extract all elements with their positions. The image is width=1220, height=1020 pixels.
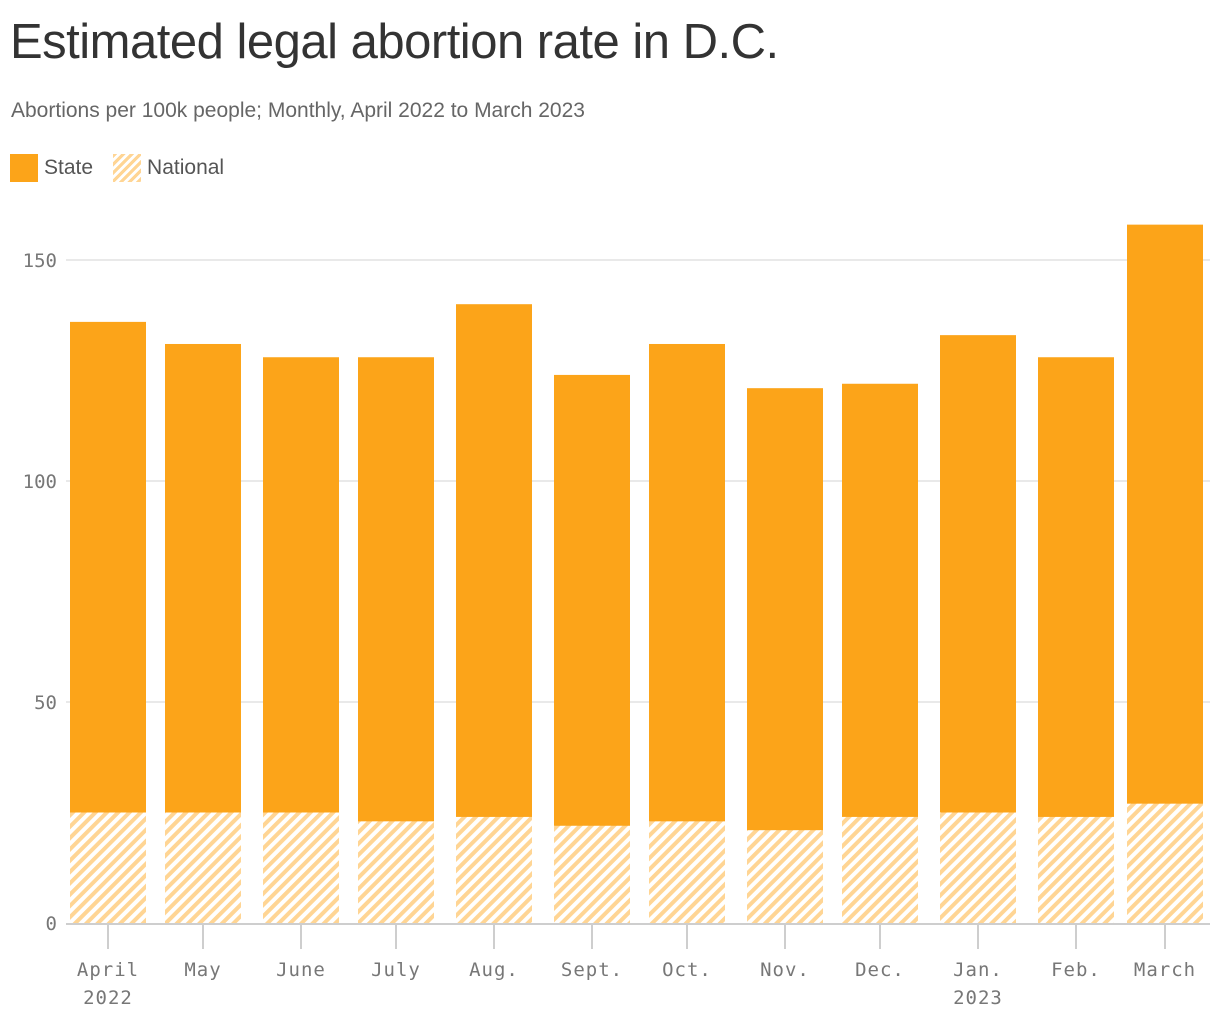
legend-swatch-national: [113, 154, 142, 182]
chart-title: Estimated legal abortion rate in D.C.: [10, 15, 779, 69]
bar-national: [165, 812, 241, 923]
x-tick-label: March: [1134, 959, 1196, 981]
x-tick-label: April: [77, 959, 139, 981]
bar-national: [456, 816, 532, 923]
legend-label-national: National: [147, 156, 225, 179]
x-tick-label: Jan.: [953, 959, 1003, 981]
y-tick-label: 100: [23, 471, 57, 493]
x-tick-label: Aug.: [469, 959, 519, 981]
y-tick-label: 50: [34, 692, 57, 714]
x-tick-label: May: [184, 959, 221, 981]
x-tick-label: July: [371, 959, 421, 981]
bar-national: [747, 830, 823, 923]
gridlines: [66, 259, 1210, 703]
legend-item-state: State: [10, 154, 93, 182]
chart-subtitle: Abortions per 100k people; Monthly, Apri…: [11, 99, 585, 122]
legend: State National: [10, 153, 244, 183]
bar-national: [940, 812, 1016, 923]
bar-national: [263, 812, 339, 923]
x-tick-label: June: [276, 959, 326, 981]
bar-national: [842, 816, 918, 923]
x-tick-label: Dec.: [855, 959, 905, 981]
y-tick-label: 0: [46, 913, 57, 935]
bar-national: [649, 821, 725, 923]
bar-national: [1038, 816, 1114, 923]
x-tick-label: Nov.: [760, 959, 810, 981]
bar-national: [554, 825, 630, 923]
bars: [70, 224, 1203, 924]
bar-national: [358, 821, 434, 923]
x-tick-label: Feb.: [1051, 959, 1101, 981]
x-tick-label: Oct.: [662, 959, 712, 981]
bar-national: [70, 812, 146, 923]
y-tick-label: 150: [23, 250, 57, 272]
legend-swatch-state: [10, 154, 38, 182]
axes: 0 50 100 150 April 2022 May June July Aug. Sept. Oc…: [23, 250, 1210, 1009]
legend-item-national: National: [113, 154, 224, 182]
x-tick-label: Sept.: [561, 959, 623, 981]
bar-national: [1127, 803, 1203, 923]
x-tick-sublabel: 2022: [83, 987, 133, 1009]
legend-label-state: State: [44, 156, 94, 179]
x-tick-sublabel: 2023: [953, 987, 1003, 1009]
